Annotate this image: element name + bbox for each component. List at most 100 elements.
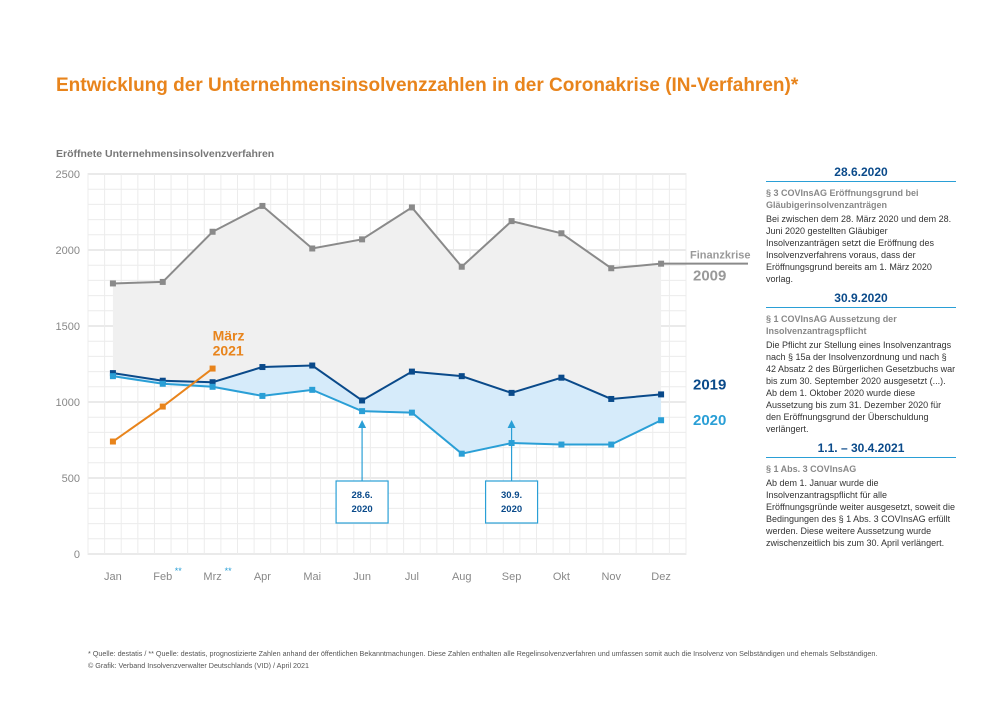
chart-areas bbox=[112, 205, 662, 454]
x-tick-label: Okt bbox=[553, 571, 570, 583]
footer-copyright: © Grafik: Verband Insolvenzverwalter Deu… bbox=[88, 661, 310, 670]
data-point-2019 bbox=[209, 379, 216, 386]
x-tick-label: Mrz bbox=[203, 571, 221, 583]
series-label-2021-line: März bbox=[213, 328, 245, 344]
footer: * Quelle: destatis / ** Quelle: destatis… bbox=[88, 648, 877, 672]
data-point-2020 bbox=[159, 380, 166, 387]
info-box-subtitle: § 1 Abs. 3 COVInsAG bbox=[766, 464, 857, 474]
x-tick-label: Jun bbox=[353, 571, 371, 583]
series-label-2020: 2020 bbox=[693, 412, 726, 429]
y-tick-label: 500 bbox=[62, 473, 80, 485]
annotation-text: 2020 bbox=[501, 504, 522, 515]
data-point-2019 bbox=[608, 395, 615, 402]
annotation-box bbox=[335, 480, 389, 524]
series-label-2009-prefix: Finanzkrise bbox=[690, 250, 751, 262]
footer-source: * Quelle: destatis / ** Quelle: destatis… bbox=[88, 649, 878, 658]
x-tick-label: Dez bbox=[651, 571, 671, 583]
x-tick-label: Feb bbox=[153, 571, 172, 583]
data-point-2009 bbox=[209, 228, 216, 235]
data-point-2009 bbox=[558, 230, 565, 237]
info-box-subtitle: § 1 COVInsAG Aussetzung der Insolvenzant… bbox=[766, 314, 897, 336]
x-tick-label: Mai bbox=[303, 571, 321, 583]
data-point-2009 bbox=[658, 260, 665, 267]
data-point-2019 bbox=[159, 377, 166, 384]
data-point-2009 bbox=[159, 278, 166, 285]
data-point-2009 bbox=[359, 236, 366, 243]
data-point-2020 bbox=[608, 441, 615, 448]
x-tick-label: Jul bbox=[405, 571, 419, 583]
data-point-2020 bbox=[558, 441, 565, 448]
annotation-text: 28.6. bbox=[352, 490, 373, 501]
chart-markers bbox=[109, 202, 665, 457]
area-2019-2020 bbox=[112, 365, 662, 454]
data-point-2009 bbox=[109, 280, 116, 287]
data-point-2020 bbox=[259, 392, 266, 399]
data-point-2020 bbox=[209, 383, 216, 390]
annotation-arrow-head bbox=[358, 420, 367, 428]
data-point-2019 bbox=[109, 370, 116, 377]
series-line-2020 bbox=[112, 375, 662, 455]
data-point-2020 bbox=[109, 373, 116, 380]
data-point-2019 bbox=[259, 364, 266, 371]
info-box-date: 28.6.2020 bbox=[766, 165, 956, 182]
info-box-text: Bei zwischen dem 28. März 2020 und dem 2… bbox=[766, 214, 952, 284]
series-line-2009 bbox=[112, 204, 662, 285]
annotation-box bbox=[484, 480, 539, 524]
data-point-2019 bbox=[309, 362, 316, 369]
y-tick-label: 2500 bbox=[56, 169, 80, 181]
series-label-2021-line: 2021 bbox=[213, 343, 244, 359]
x-tick-mark: ** bbox=[225, 566, 233, 576]
info-box-date: 1.1. – 30.4.2021 bbox=[766, 441, 956, 458]
series-label-2009: 2009 bbox=[693, 268, 726, 285]
data-point-2009 bbox=[608, 265, 615, 272]
data-point-2020 bbox=[458, 450, 465, 457]
data-point-2009 bbox=[458, 263, 465, 270]
data-point-2019 bbox=[408, 368, 415, 375]
data-point-2020 bbox=[309, 386, 316, 393]
series-label-2019: 2019 bbox=[693, 376, 726, 393]
series-line-2019 bbox=[112, 364, 662, 402]
info-box-28-6-2020: 28.6.2020 § 3 COVInsAG Eröffnungsgrund b… bbox=[766, 165, 956, 285]
x-tick-label: Jan bbox=[104, 571, 122, 583]
annotation-text: 2020 bbox=[352, 504, 373, 515]
data-point-2021 bbox=[109, 438, 116, 445]
chart-title: Entwicklung der Unternehmensinsolvenzzah… bbox=[56, 75, 799, 96]
legal-info-sidebar: 28.6.2020 § 3 COVInsAG Eröffnungsgrund b… bbox=[766, 165, 956, 555]
info-box-30-9-2020: 30.9.2020 § 1 COVInsAG Aussetzung der In… bbox=[766, 291, 956, 435]
data-point-2019 bbox=[508, 389, 515, 396]
data-point-2009 bbox=[508, 218, 515, 225]
data-point-2019 bbox=[359, 397, 366, 404]
data-point-2019 bbox=[558, 374, 565, 381]
y-axis-label: Eröffnete Unternehmensinsolvenzverfahren bbox=[56, 148, 275, 160]
y-tick-label: 1000 bbox=[56, 397, 80, 409]
annotation-arrow-head bbox=[507, 420, 516, 428]
info-box-subtitle: § 3 COVInsAG Eröffnungsgrund bei Gläubig… bbox=[766, 188, 919, 210]
x-tick-mark: ** bbox=[175, 566, 183, 576]
data-point-2021 bbox=[159, 403, 166, 410]
data-point-2021 bbox=[209, 365, 216, 372]
data-point-2020 bbox=[408, 409, 415, 416]
x-tick-label: Apr bbox=[254, 571, 271, 583]
y-tick-label: 1500 bbox=[56, 321, 80, 333]
info-box-text: Ab dem 1. Januar wurde die Insolvenzantr… bbox=[766, 478, 955, 548]
info-box-text: Die Pflicht zur Stellung eines Insolvenz… bbox=[766, 340, 956, 434]
x-tick-label: Sep bbox=[502, 571, 522, 583]
data-point-2020 bbox=[359, 408, 366, 415]
x-tick-label: Nov bbox=[601, 571, 621, 583]
data-point-2019 bbox=[658, 391, 665, 398]
annotation-text: 30.9. bbox=[501, 490, 522, 501]
info-box-date: 30.9.2020 bbox=[766, 291, 956, 308]
info-box-2021: 1.1. – 30.4.2021 § 1 Abs. 3 COVInsAG Ab … bbox=[766, 441, 956, 549]
data-point-2009 bbox=[408, 204, 415, 211]
data-point-2020 bbox=[658, 417, 665, 424]
y-tick-label: 2000 bbox=[56, 245, 80, 257]
chart-annotations: 28.6. 2020 30.9. 2020 bbox=[335, 420, 539, 524]
data-point-2009 bbox=[309, 245, 316, 252]
data-point-2019 bbox=[458, 373, 465, 380]
area-2009-2019 bbox=[112, 205, 662, 401]
x-tick-label: Aug bbox=[452, 571, 472, 583]
data-point-2009 bbox=[259, 202, 266, 209]
